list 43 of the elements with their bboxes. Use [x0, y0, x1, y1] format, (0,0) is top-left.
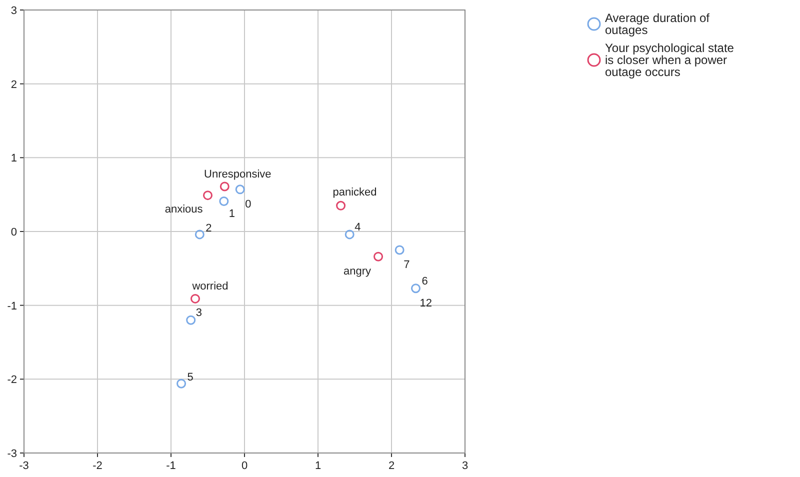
annotation: 12: [420, 297, 432, 310]
point: [220, 182, 230, 192]
y-tick-label: -2: [7, 374, 17, 386]
annotation: worried: [191, 280, 228, 293]
x-tick-label: -3: [19, 460, 29, 472]
point: [203, 190, 212, 200]
point: [374, 252, 384, 262]
point: [176, 378, 186, 388]
y-tick-label: 1: [10, 152, 17, 165]
point: [194, 230, 204, 240]
annotation: angry: [344, 266, 372, 278]
annotation: panicked: [332, 186, 377, 199]
annotation: 1: [228, 208, 236, 220]
annotation: 2: [206, 222, 212, 234]
x-tick-label: 1: [314, 460, 322, 472]
y-tick-label: -1: [7, 300, 17, 312]
legend-label: Your psychological state is closer when a power outage occurs: [605, 41, 734, 79]
annotation: 6: [422, 275, 428, 288]
y-tick-label: 0: [10, 226, 17, 238]
point: [394, 245, 404, 255]
x-tick-label: 2: [388, 460, 395, 472]
x-tick-label: -1: [166, 460, 176, 472]
point: [190, 294, 200, 304]
point: [344, 230, 354, 240]
point: [336, 200, 346, 210]
annotation: 4: [354, 221, 361, 234]
annotation: 0: [245, 198, 252, 210]
y-tick-label: 2: [10, 78, 17, 91]
annotation: 3: [196, 307, 202, 320]
annotation: 5: [187, 372, 194, 384]
point: [235, 184, 245, 194]
point: [186, 315, 196, 325]
x-tick-label: -2: [92, 460, 102, 472]
legend-label: Average duration of outages: [605, 11, 710, 37]
x-tick-label: 0: [241, 460, 248, 472]
x-tick-label: 3: [462, 460, 468, 472]
y-tick-label: 3: [10, 5, 17, 17]
annotation: anxious: [164, 203, 204, 216]
point: [411, 284, 421, 294]
point: [219, 196, 229, 206]
annotation: Unresponsive: [204, 168, 272, 180]
annotation: 7: [404, 258, 410, 271]
y-tick-label: -3: [7, 448, 17, 460]
